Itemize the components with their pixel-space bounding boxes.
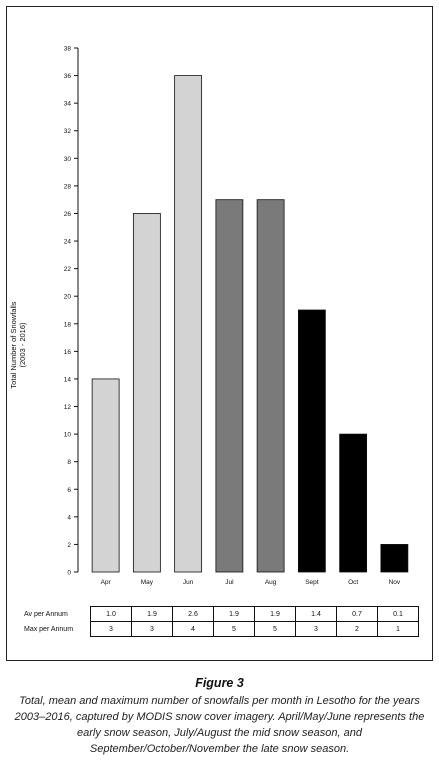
y-tick-label: 18 [64,321,72,328]
figure-caption: Total, mean and maximum number of snowfa… [14,695,425,755]
x-tick-label: Jun [183,579,194,586]
avg-cell-aug: 1.9 [254,606,296,622]
bar-may [132,213,161,573]
y-tick-label: 22 [64,266,72,273]
bar-jul [215,199,244,573]
bar-nov [380,544,409,573]
y-tick-label: 12 [64,404,72,411]
avg-cell-may: 1.9 [131,606,173,622]
stats-table: Av per Annum 1.0 1.9 2.6 1.9 1.9 1.4 0.7… [18,606,419,637]
max-cell-may: 3 [131,621,173,637]
y-tick-label: 16 [64,349,72,356]
y-tick-label: 6 [67,487,71,494]
y-tick-label: 30 [64,156,72,163]
avg-cell-oct: 0.7 [336,606,378,622]
max-cell-nov: 1 [377,621,419,637]
avg-cell-apr: 1.0 [90,606,132,622]
figure-frame [6,6,433,661]
x-tick-label: Jul [225,579,234,586]
y-tick-label: 26 [64,211,72,218]
y-tick-label: 38 [64,46,72,53]
row-label-average: Av per Annum [18,606,91,622]
x-tick-label: Apr [101,579,112,586]
figure-title: Figure 3 [195,676,244,690]
y-axis-label-line1: Total Number of Snowfalls [9,301,18,389]
max-cell-oct: 2 [336,621,378,637]
y-tick-label: 0 [67,570,71,577]
y-tick-label: 34 [64,101,72,108]
y-axis-label-line2: (2003 - 2016) [18,322,27,368]
y-tick-label: 10 [64,432,72,439]
y-tick-label: 24 [64,239,72,246]
y-tick-label: 36 [64,73,72,80]
stats-row-average: Av per Annum 1.0 1.9 2.6 1.9 1.9 1.4 0.7… [18,606,419,622]
x-tick-label: Sept [305,579,319,586]
bar-jun [174,75,203,573]
bar-apr [91,378,120,573]
max-cell-apr: 3 [90,621,132,637]
x-tick-label: Nov [389,579,401,586]
y-tick-label: 32 [64,128,72,135]
max-cell-jun: 4 [172,621,214,637]
y-tick-label: 2 [67,542,71,549]
row-label-max: Max per Annum [18,621,91,637]
bar-sept [297,309,326,573]
avg-cell-sept: 1.4 [295,606,337,622]
y-tick-label: 4 [67,514,71,521]
avg-cell-jul: 1.9 [213,606,255,622]
max-cell-sept: 3 [295,621,337,637]
y-tick-label: 28 [64,183,72,190]
x-tick-label: May [141,579,154,586]
x-tick-label: Aug [265,579,277,586]
y-tick-label: 20 [64,294,72,301]
stats-row-max: Max per Annum 3 3 4 5 5 3 2 1 [18,621,419,637]
max-cell-jul: 5 [213,621,255,637]
bar-aug [256,199,285,573]
avg-cell-jun: 2.6 [172,606,214,622]
bar-oct [339,433,368,573]
x-tick-label: Oct [348,579,358,586]
max-cell-aug: 5 [254,621,296,637]
avg-cell-nov: 0.1 [377,606,419,622]
y-tick-label: 8 [67,459,71,466]
y-tick-label: 14 [64,376,72,383]
